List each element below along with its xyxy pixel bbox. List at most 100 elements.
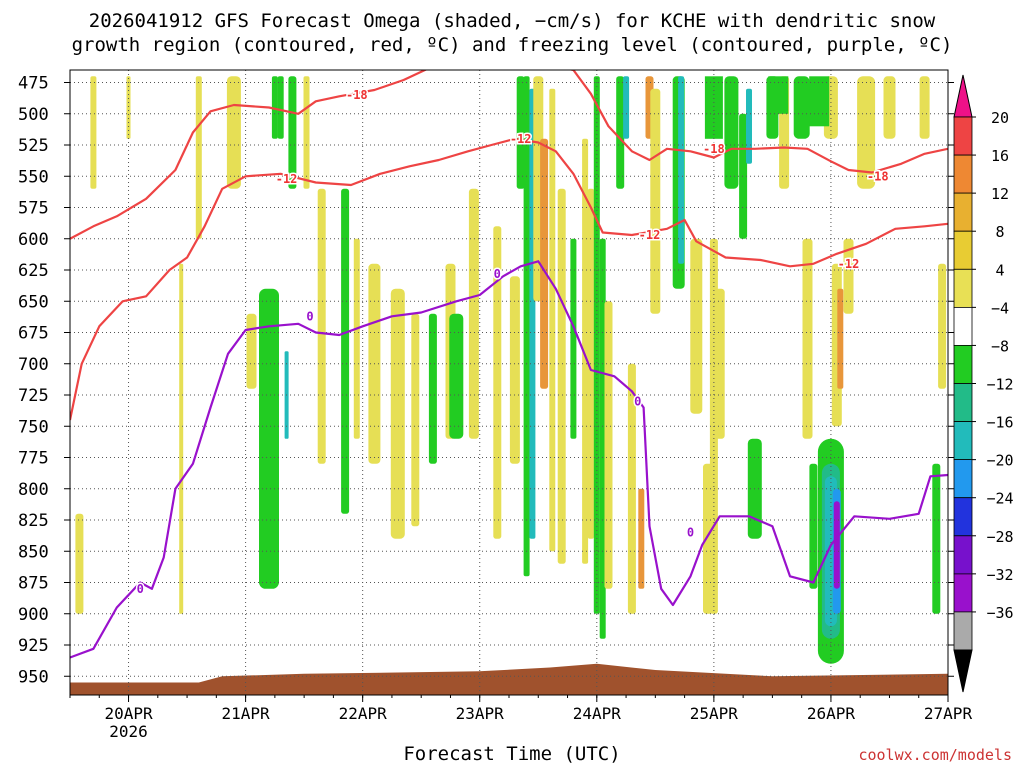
contour-label-purple-1: 0 — [494, 267, 501, 281]
omega-shade-65 — [919, 76, 930, 139]
colorbar-label-0: 20 — [991, 109, 1009, 127]
colorbar-label-13: −36 — [986, 604, 1013, 622]
colorbar-bottom-arrow — [953, 649, 973, 693]
colorbar-swatch-7 — [953, 383, 973, 422]
omega-shade-64 — [883, 76, 896, 139]
y-tick-label-5: 600 — [18, 230, 49, 250]
omega-shade-25 — [516, 76, 525, 189]
omega-shade-57 — [802, 238, 813, 439]
colorbar-top-arrow — [953, 74, 973, 118]
omega-shade-15 — [353, 238, 360, 439]
y-tick-label-12: 775 — [18, 449, 49, 469]
omega-shade-14 — [341, 188, 350, 514]
omega-shade-56 — [793, 76, 810, 139]
contour-purple-0 — [70, 260, 948, 659]
y-tick-label-6: 625 — [18, 261, 49, 281]
colorbar-label-9: −20 — [986, 452, 1013, 470]
omega-core-4 — [833, 501, 840, 589]
contour-label-red-0: -18 — [346, 88, 368, 102]
omega-shade-52 — [746, 88, 752, 164]
omega-shade-37 — [604, 301, 613, 589]
colorbar-swatch-5 — [953, 306, 973, 346]
colorbar-swatch-3 — [953, 230, 973, 270]
colorbar-label-1: 16 — [991, 147, 1009, 165]
contour-label-purple-3: 0 — [137, 582, 144, 596]
y-tick-label-18: 925 — [18, 636, 49, 656]
x-tick-label-0: 20APR — [104, 704, 153, 723]
colorbar-label-11: −28 — [986, 528, 1013, 546]
omega-shade-10 — [288, 76, 297, 189]
credit-link[interactable]: coolwx.com/models — [858, 746, 1012, 764]
omega-shade-66 — [932, 463, 941, 614]
omega-shade-6 — [246, 313, 257, 389]
omega-shade-63 — [857, 76, 876, 189]
contour-label-red-2: -12 — [510, 132, 532, 146]
omega-shade-39 — [623, 76, 630, 139]
y-tick-label-2: 525 — [18, 136, 49, 156]
colorbar-swatch-13 — [953, 611, 973, 651]
colorbar-swatch-4 — [953, 268, 973, 308]
omega-shade-9 — [271, 76, 278, 139]
omega-shade-50 — [724, 76, 739, 189]
omega-shade-18 — [411, 313, 420, 527]
y-tick-label-13: 800 — [18, 480, 49, 500]
omega-shade-8 — [277, 76, 284, 139]
omega-shade-35 — [593, 76, 600, 614]
contour-red-0 — [70, 70, 948, 240]
contour-label-purple-0: 0 — [306, 309, 313, 323]
omega-block-2 — [809, 76, 830, 127]
omega-shade-30 — [549, 88, 556, 552]
colorbar-label-4: 4 — [995, 261, 1004, 279]
omega-shade-12 — [317, 188, 326, 464]
omega-shade-41 — [638, 488, 645, 589]
omega-shade-38 — [616, 76, 625, 189]
contour-label-purple-2: 0 — [634, 394, 641, 408]
omega-shade-13 — [303, 76, 310, 189]
contour-label-red-6: -12 — [838, 257, 860, 271]
colorbar-swatch-0 — [953, 116, 973, 156]
colorbar-swatch-10 — [953, 497, 973, 537]
colorbar-label-5: −4 — [991, 299, 1009, 317]
colorbar-label-12: −32 — [986, 566, 1013, 584]
omega-shade-26 — [523, 76, 530, 577]
colorbar-label-10: −24 — [986, 490, 1013, 508]
omega-shade-67 — [938, 263, 947, 389]
colorbar-swatch-6 — [953, 344, 973, 384]
colorbar-label-3: 8 — [995, 223, 1004, 241]
colorbar-label-8: −16 — [986, 414, 1013, 432]
omega-shade-19 — [428, 313, 437, 464]
x-year-label: 2026 — [109, 722, 148, 741]
y-tick-label-3: 550 — [18, 167, 49, 187]
y-tick-label-11: 750 — [18, 417, 49, 437]
omega-shade-17 — [390, 288, 405, 539]
x-axis-title: Forecast Time (UTC) — [403, 743, 621, 765]
colorbar-swatch-11 — [953, 535, 973, 575]
x-tick-label-7: 27APR — [924, 704, 973, 723]
omega-shade-29 — [540, 138, 549, 389]
omega-shade-5 — [195, 76, 202, 239]
y-tick-label-9: 700 — [18, 355, 49, 375]
contour-label-red-4: -12 — [639, 228, 661, 242]
y-tick-label-8: 675 — [18, 324, 49, 344]
omega-shade-36 — [599, 238, 606, 639]
y-tick-label-14: 825 — [18, 511, 49, 531]
x-tick-label-3: 23APR — [456, 704, 505, 723]
omega-shade-49 — [703, 463, 713, 614]
omega-shade-40 — [627, 363, 636, 614]
omega-shade-58 — [809, 463, 818, 589]
y-tick-label-10: 725 — [18, 386, 49, 406]
omega-block-1 — [768, 76, 789, 114]
x-tick-label-6: 26APR — [807, 704, 856, 723]
omega-shade-4 — [226, 76, 241, 189]
omega-shade-51 — [739, 113, 748, 239]
omega-block-0 — [704, 76, 723, 139]
y-tick-label-1: 500 — [18, 105, 49, 125]
colorbar-swatch-1 — [953, 154, 973, 194]
omega-shade-43 — [650, 88, 661, 314]
omega-shade-3 — [179, 263, 184, 614]
omega-shade-24 — [509, 276, 520, 464]
omega-shade-23 — [493, 226, 502, 539]
colorbar-swatch-8 — [953, 421, 973, 461]
omega-shade-61 — [837, 288, 844, 389]
